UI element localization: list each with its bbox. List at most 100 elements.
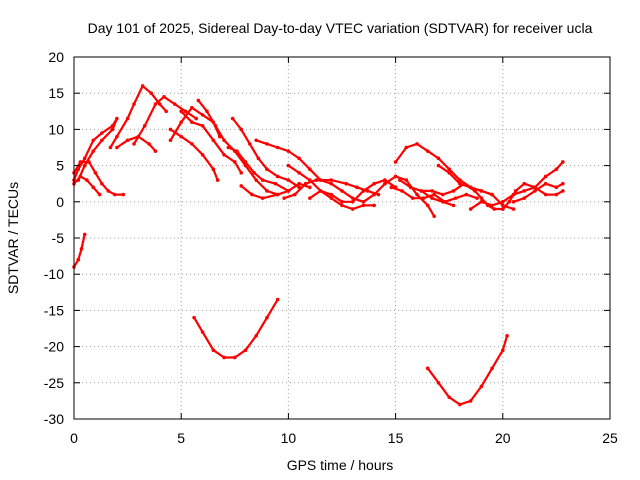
data-point — [361, 200, 366, 204]
y-tick-label: 10 — [48, 121, 64, 137]
data-point — [543, 174, 548, 179]
data-series — [72, 84, 565, 407]
y-tick-label: -30 — [44, 411, 64, 427]
data-point — [85, 178, 89, 182]
data-point — [248, 142, 252, 146]
data-point — [91, 149, 96, 153]
axis-ticks: 0 5 10 15 20 25 -30 -25 -20 -15 -10 -5 0 5 10 15 20 — [44, 49, 618, 446]
series-arc24 — [419, 189, 456, 208]
data-point — [100, 138, 104, 143]
y-tick-label: -25 — [44, 375, 64, 391]
data-point — [513, 189, 518, 193]
data-point — [192, 315, 196, 320]
data-point — [222, 152, 226, 157]
data-point — [383, 178, 387, 182]
data-point — [501, 200, 505, 204]
series-line — [72, 117, 119, 182]
data-point — [265, 167, 269, 172]
data-point — [400, 189, 404, 193]
data-point — [297, 156, 301, 161]
y-tick-label: 5 — [56, 158, 64, 174]
data-point — [554, 185, 559, 190]
data-point — [200, 113, 205, 117]
data-point — [522, 196, 527, 200]
data-point — [233, 355, 237, 360]
data-point — [172, 102, 177, 106]
data-point — [265, 142, 269, 146]
data-point — [265, 189, 269, 193]
series-arc26 — [501, 181, 565, 211]
data-point — [254, 178, 259, 182]
series-arc17 — [286, 163, 376, 211]
data-point — [91, 185, 96, 190]
data-point — [447, 171, 452, 175]
data-point — [168, 127, 173, 132]
data-point — [464, 192, 469, 197]
data-point — [398, 178, 402, 182]
data-point — [205, 109, 209, 114]
data-point — [475, 196, 479, 200]
y-tick-label: 15 — [48, 85, 64, 101]
data-point — [415, 192, 419, 197]
data-point — [440, 192, 445, 197]
data-point — [121, 192, 126, 197]
data-point — [308, 178, 312, 182]
data-point — [329, 181, 334, 186]
data-point — [239, 171, 244, 175]
data-point — [78, 160, 83, 164]
data-point — [190, 105, 194, 110]
data-point — [243, 348, 248, 353]
data-point — [100, 181, 104, 186]
data-point — [522, 189, 527, 193]
data-point — [153, 149, 158, 153]
data-point — [132, 102, 136, 106]
data-point — [97, 192, 102, 197]
data-point — [344, 181, 349, 186]
data-point — [275, 145, 280, 150]
data-point — [100, 131, 104, 135]
data-point — [365, 189, 370, 193]
data-point — [533, 185, 537, 190]
data-point — [106, 189, 111, 193]
data-point — [275, 297, 280, 302]
x-axis-label: GPS time / hours — [287, 457, 394, 473]
data-point — [543, 181, 548, 186]
data-point — [430, 196, 434, 200]
data-point — [87, 160, 91, 164]
data-point — [501, 207, 505, 211]
data-point — [451, 203, 456, 208]
data-point — [404, 145, 409, 150]
data-point — [436, 163, 441, 168]
data-point — [297, 181, 301, 186]
x-tick-label: 20 — [495, 430, 511, 446]
data-point — [183, 109, 188, 114]
data-point — [239, 184, 244, 188]
data-point — [543, 192, 548, 197]
data-point — [211, 167, 216, 172]
data-point — [115, 145, 119, 150]
x-tick-label: 25 — [602, 430, 618, 446]
data-point — [432, 214, 436, 219]
data-point — [275, 174, 280, 179]
data-point — [355, 185, 359, 190]
data-point — [168, 138, 173, 143]
data-point — [451, 189, 456, 193]
data-point — [250, 192, 254, 197]
data-point — [458, 178, 462, 182]
series-arc4 — [72, 174, 102, 197]
data-point — [393, 160, 398, 164]
series-arc14 — [239, 181, 312, 200]
data-point — [408, 185, 413, 190]
series-arc1 — [72, 232, 87, 269]
data-point — [200, 330, 205, 334]
data-point — [91, 138, 96, 143]
y-tick-label: 20 — [48, 49, 64, 65]
series-arc29 — [425, 333, 509, 407]
data-point — [230, 116, 235, 121]
data-point — [162, 95, 166, 99]
x-tick-label: 10 — [281, 430, 297, 446]
data-point — [76, 257, 81, 262]
data-point — [340, 203, 344, 208]
